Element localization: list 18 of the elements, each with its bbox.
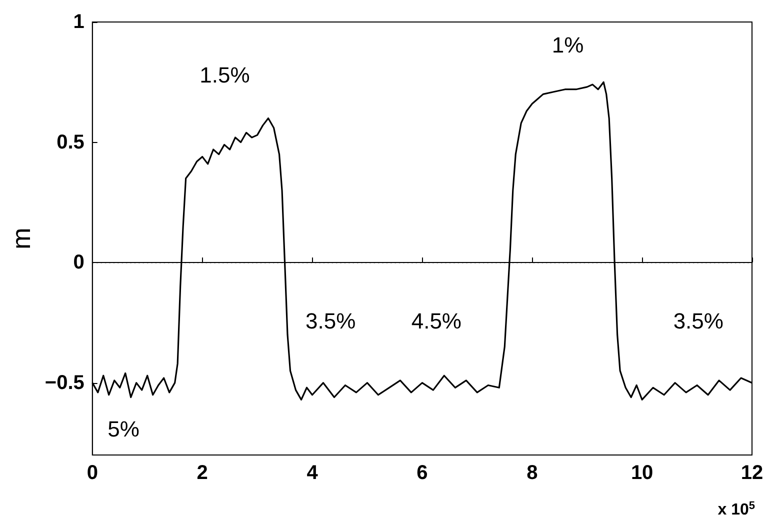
y-tick-label: 1 [73, 11, 84, 33]
x-tick-label: 4 [306, 462, 319, 484]
x-tick-label: 0 [86, 462, 98, 484]
x-tick-label: 12 [740, 462, 764, 484]
annotation: 3.5% [673, 308, 724, 334]
annotation: 1.5% [200, 62, 250, 88]
annotation: 3.5% [305, 308, 356, 334]
y-axis-title: m [6, 228, 36, 250]
annotation: 1% [552, 32, 584, 58]
x-tick-label: 10 [630, 462, 654, 484]
y-tick-label: 0.5 [56, 131, 84, 154]
x-tick-label: 6 [416, 462, 428, 484]
y-tick-label: −0.5 [44, 372, 84, 394]
y-tick-label: 0 [73, 252, 84, 274]
annotation: 5% [108, 416, 140, 442]
x-tick-label: 8 [526, 462, 538, 484]
annotation: 4.5% [411, 308, 462, 334]
x-tick-label: 2 [196, 462, 208, 484]
